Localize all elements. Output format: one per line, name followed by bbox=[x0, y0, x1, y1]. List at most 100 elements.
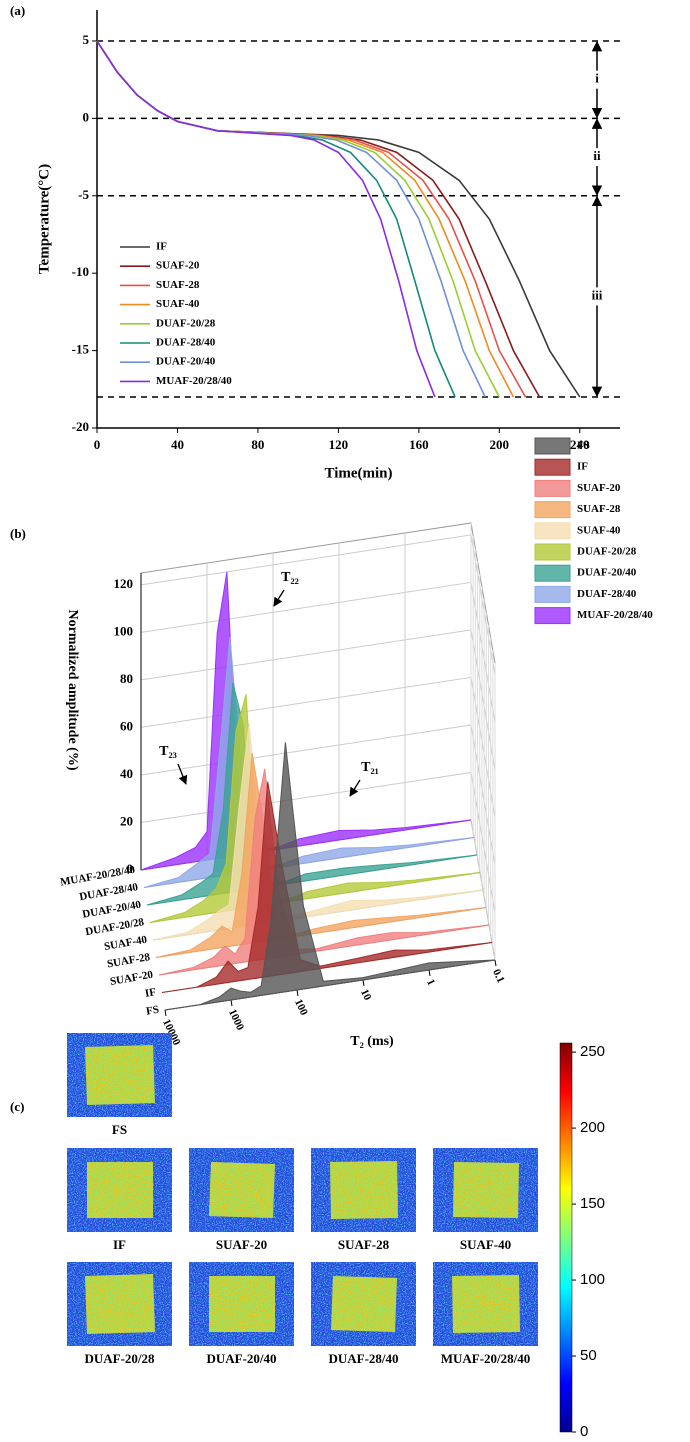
image-label: FS bbox=[112, 1122, 127, 1137]
image-label: DUAF-20/40 bbox=[206, 1351, 276, 1366]
legend-label: MUAF-20/28/40 bbox=[156, 375, 232, 387]
y-tick-label: -10 bbox=[72, 264, 89, 279]
panel-label: (b) bbox=[10, 526, 26, 541]
legend-label: FS bbox=[577, 440, 590, 452]
depth-label: SUAF-40 bbox=[103, 934, 148, 953]
y-tick-label: 20 bbox=[120, 813, 133, 828]
annotation-arrow bbox=[273, 589, 285, 607]
legend-label: SUAF-28 bbox=[156, 279, 200, 291]
x-tick-label: 40 bbox=[171, 437, 184, 452]
colorbar-tick-label: 0 bbox=[580, 1423, 588, 1440]
legend-swatch bbox=[534, 501, 571, 519]
y-tick-label: 100 bbox=[114, 623, 134, 638]
depth-label: IF bbox=[144, 986, 157, 1000]
y-tick-label: 80 bbox=[120, 671, 133, 686]
legend-label: DUAF-20/40 bbox=[156, 356, 216, 368]
x-tick-label: 100 bbox=[292, 997, 310, 1017]
colorbar-tick-label: 250 bbox=[580, 1043, 605, 1060]
legend-swatch bbox=[534, 543, 571, 561]
x-tick-label: 80 bbox=[251, 437, 264, 452]
x-tick bbox=[362, 979, 365, 987]
x-tick-label: 240 bbox=[570, 437, 590, 452]
sample-noise bbox=[87, 1162, 153, 1218]
sample-noise bbox=[209, 1162, 275, 1218]
y-tick-label: 40 bbox=[120, 766, 133, 781]
x-tick-label: 10 bbox=[358, 987, 374, 1002]
colorbar-tick-label: 100 bbox=[580, 1271, 605, 1288]
x-tick-label: 1 bbox=[424, 977, 437, 987]
y-axis-title: Temperature(°C) bbox=[36, 164, 52, 274]
legend-label: DUAF-20/28 bbox=[577, 546, 637, 558]
x-tick bbox=[494, 959, 497, 967]
colorbar-tick-label: 150 bbox=[580, 1195, 605, 1212]
series-line bbox=[96, 40, 436, 398]
sample-noise bbox=[209, 1276, 275, 1332]
legend-swatch bbox=[534, 479, 571, 497]
legend-label: SUAF-28 bbox=[577, 503, 621, 515]
legend-swatch bbox=[534, 458, 571, 476]
stage-label: i bbox=[595, 71, 599, 86]
x-axis-title: Time(min) bbox=[324, 465, 392, 481]
x-tick-label: 160 bbox=[409, 437, 429, 452]
legend-label: DUAF-20/28 bbox=[156, 317, 216, 329]
stage-label: ii bbox=[593, 148, 601, 163]
image-label: DUAF-28/40 bbox=[328, 1351, 398, 1366]
series-area bbox=[140, 571, 472, 871]
y-axis-title: Normalized amplitude (%) bbox=[65, 610, 80, 771]
legend-label: DUAF-28/40 bbox=[577, 588, 637, 600]
grid-line bbox=[140, 629, 496, 770]
annotation-arrow bbox=[349, 779, 361, 797]
y-tick-label: 60 bbox=[120, 718, 133, 733]
colorbar-tick-label: 200 bbox=[580, 1119, 605, 1136]
legend-label: DUAF-20/40 bbox=[577, 567, 637, 579]
grid-line bbox=[140, 724, 496, 866]
annotation-arrow bbox=[177, 763, 188, 785]
annotation: T₂₁ bbox=[361, 760, 379, 775]
y-tick-label: -15 bbox=[72, 342, 90, 357]
sample-noise bbox=[331, 1276, 397, 1332]
sample-noise bbox=[85, 1274, 155, 1334]
colorbar bbox=[559, 1042, 573, 1433]
sample-noise bbox=[452, 1275, 520, 1333]
legend-label: MUAF-20/28/40 bbox=[577, 609, 653, 621]
y-tick-label: 0 bbox=[127, 861, 134, 876]
x-tick bbox=[428, 969, 431, 977]
grid-line bbox=[140, 581, 496, 723]
x-axis-title: T₂ (ms) bbox=[350, 1034, 394, 1049]
panel-label: (a) bbox=[10, 3, 25, 18]
legend-label: IF bbox=[577, 461, 588, 473]
legend-label: SUAF-20 bbox=[577, 482, 621, 494]
legend-swatch bbox=[534, 585, 571, 603]
back-wall bbox=[140, 522, 472, 871]
x-tick-label: 200 bbox=[490, 437, 510, 452]
image-label: DUAF-20/28 bbox=[84, 1351, 155, 1366]
stage-label: iii bbox=[592, 287, 603, 302]
x-tick-label: 0 bbox=[94, 437, 101, 452]
series-area bbox=[164, 742, 496, 1011]
legend-label: DUAF-28/40 bbox=[156, 337, 216, 349]
colorbar-tick-label: 50 bbox=[580, 1347, 597, 1364]
image-label: IF bbox=[113, 1237, 126, 1252]
y-tick-label: 5 bbox=[83, 32, 90, 47]
image-label: SUAF-20 bbox=[216, 1237, 267, 1252]
series-line bbox=[96, 40, 456, 398]
depth-label: FS bbox=[145, 1004, 160, 1018]
y-tick-label: -20 bbox=[72, 419, 89, 434]
series-area bbox=[161, 781, 493, 993]
sample-noise bbox=[453, 1162, 519, 1218]
sample-noise bbox=[330, 1161, 398, 1219]
legend-label: SUAF-40 bbox=[156, 298, 200, 310]
image-label: SUAF-28 bbox=[338, 1237, 390, 1252]
sample-noise bbox=[85, 1045, 155, 1105]
legend-swatch bbox=[534, 437, 571, 455]
y-tick-label: -5 bbox=[78, 187, 89, 202]
x-tick bbox=[230, 999, 233, 1007]
grid-line bbox=[140, 534, 496, 675]
annotation: T₂₃ bbox=[159, 744, 177, 759]
x-tick-label: 1000 bbox=[226, 1007, 246, 1032]
x-tick bbox=[296, 989, 299, 997]
panel-label: (c) bbox=[10, 1099, 24, 1114]
image-label: MUAF-20/28/40 bbox=[441, 1351, 531, 1366]
